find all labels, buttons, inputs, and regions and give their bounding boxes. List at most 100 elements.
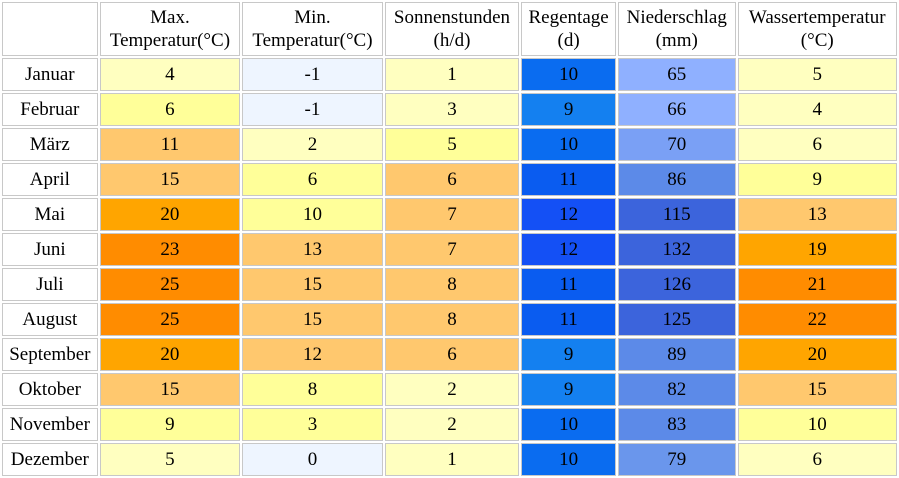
min-temp-cell: -1 <box>242 58 383 91</box>
header-row: Max. Temperatur(°C) Min. Temperatur(°C) So… <box>2 2 897 56</box>
rain-days-cell: 11 <box>521 303 616 336</box>
precipitation-cell: 86 <box>617 163 736 196</box>
rain-days-cell: 10 <box>521 443 616 476</box>
table-row: August 25 15 8 11 125 22 <box>2 303 897 336</box>
max-temp-cell: 20 <box>99 338 241 371</box>
sunshine-cell: 1 <box>384 58 520 91</box>
rain-days-cell: 12 <box>521 233 616 266</box>
table-row: April 15 6 6 11 86 9 <box>2 163 897 196</box>
water-temp-cell: 15 <box>737 373 897 406</box>
header-sunshine: Sonnenstunden (h/d) <box>384 2 520 56</box>
water-temp-cell: 19 <box>737 233 897 266</box>
month-label: Januar <box>2 58 98 91</box>
table-row: September 20 12 6 9 89 20 <box>2 338 897 371</box>
sunshine-cell: 3 <box>384 93 520 126</box>
water-temp-cell: 20 <box>737 338 897 371</box>
min-temp-cell: 13 <box>242 233 383 266</box>
table-row: Februar 6 -1 3 9 66 4 <box>2 93 897 126</box>
max-temp-cell: 15 <box>99 163 241 196</box>
month-label: März <box>2 128 98 161</box>
table-row: November 9 3 2 10 83 10 <box>2 408 897 441</box>
min-temp-cell: 15 <box>242 268 383 301</box>
header-water-temp: Wassertemperatur (°C) <box>737 2 897 56</box>
precipitation-cell: 66 <box>617 93 736 126</box>
precipitation-cell: 82 <box>617 373 736 406</box>
sunshine-cell: 2 <box>384 408 520 441</box>
max-temp-cell: 5 <box>99 443 241 476</box>
max-temp-cell: 20 <box>99 198 241 231</box>
rain-days-cell: 12 <box>521 198 616 231</box>
rain-days-cell: 11 <box>521 268 616 301</box>
max-temp-cell: 9 <box>99 408 241 441</box>
min-temp-cell: 15 <box>242 303 383 336</box>
min-temp-cell: 6 <box>242 163 383 196</box>
precipitation-cell: 126 <box>617 268 736 301</box>
header-min-temp: Min. Temperatur(°C) <box>242 2 383 56</box>
table-row: Januar 4 -1 1 10 65 5 <box>2 58 897 91</box>
month-label: November <box>2 408 98 441</box>
rain-days-cell: 11 <box>521 163 616 196</box>
rain-days-cell: 10 <box>521 408 616 441</box>
water-temp-cell: 6 <box>737 443 897 476</box>
sunshine-cell: 7 <box>384 198 520 231</box>
rain-days-cell: 9 <box>521 373 616 406</box>
month-label: Juli <box>2 268 98 301</box>
month-label: August <box>2 303 98 336</box>
water-temp-cell: 22 <box>737 303 897 336</box>
header-precipitation: Niederschlag (mm) <box>617 2 736 56</box>
min-temp-cell: -1 <box>242 93 383 126</box>
sunshine-cell: 8 <box>384 303 520 336</box>
min-temp-cell: 2 <box>242 128 383 161</box>
month-label: Juni <box>2 233 98 266</box>
table-row: Dezember 5 0 1 10 79 6 <box>2 443 897 476</box>
water-temp-cell: 9 <box>737 163 897 196</box>
month-label: Februar <box>2 93 98 126</box>
max-temp-cell: 6 <box>99 93 241 126</box>
precipitation-cell: 79 <box>617 443 736 476</box>
precipitation-cell: 70 <box>617 128 736 161</box>
sunshine-cell: 6 <box>384 163 520 196</box>
water-temp-cell: 13 <box>737 198 897 231</box>
max-temp-cell: 25 <box>99 303 241 336</box>
header-rain-days: Regentage (d) <box>521 2 616 56</box>
max-temp-cell: 25 <box>99 268 241 301</box>
precipitation-cell: 115 <box>617 198 736 231</box>
sunshine-cell: 7 <box>384 233 520 266</box>
water-temp-cell: 5 <box>737 58 897 91</box>
max-temp-cell: 4 <box>99 58 241 91</box>
min-temp-cell: 0 <box>242 443 383 476</box>
sunshine-cell: 8 <box>384 268 520 301</box>
water-temp-cell: 6 <box>737 128 897 161</box>
month-label: Dezember <box>2 443 98 476</box>
precipitation-cell: 89 <box>617 338 736 371</box>
max-temp-cell: 15 <box>99 373 241 406</box>
corner-cell <box>2 2 98 56</box>
rain-days-cell: 10 <box>521 128 616 161</box>
sunshine-cell: 1 <box>384 443 520 476</box>
table-row: Juni 23 13 7 12 132 19 <box>2 233 897 266</box>
rain-days-cell: 10 <box>521 58 616 91</box>
water-temp-cell: 4 <box>737 93 897 126</box>
table-row: März 11 2 5 10 70 6 <box>2 128 897 161</box>
min-temp-cell: 10 <box>242 198 383 231</box>
precipitation-cell: 125 <box>617 303 736 336</box>
month-label: Mai <box>2 198 98 231</box>
sunshine-cell: 6 <box>384 338 520 371</box>
precipitation-cell: 132 <box>617 233 736 266</box>
min-temp-cell: 3 <box>242 408 383 441</box>
water-temp-cell: 10 <box>737 408 897 441</box>
table-row: Juli 25 15 8 11 126 21 <box>2 268 897 301</box>
rain-days-cell: 9 <box>521 93 616 126</box>
table-row: Mai 20 10 7 12 115 13 <box>2 198 897 231</box>
precipitation-cell: 83 <box>617 408 736 441</box>
water-temp-cell: 21 <box>737 268 897 301</box>
precipitation-cell: 65 <box>617 58 736 91</box>
max-temp-cell: 23 <box>99 233 241 266</box>
table-row: Oktober 15 8 2 9 82 15 <box>2 373 897 406</box>
max-temp-cell: 11 <box>99 128 241 161</box>
sunshine-cell: 2 <box>384 373 520 406</box>
rain-days-cell: 9 <box>521 338 616 371</box>
month-label: Oktober <box>2 373 98 406</box>
min-temp-cell: 8 <box>242 373 383 406</box>
